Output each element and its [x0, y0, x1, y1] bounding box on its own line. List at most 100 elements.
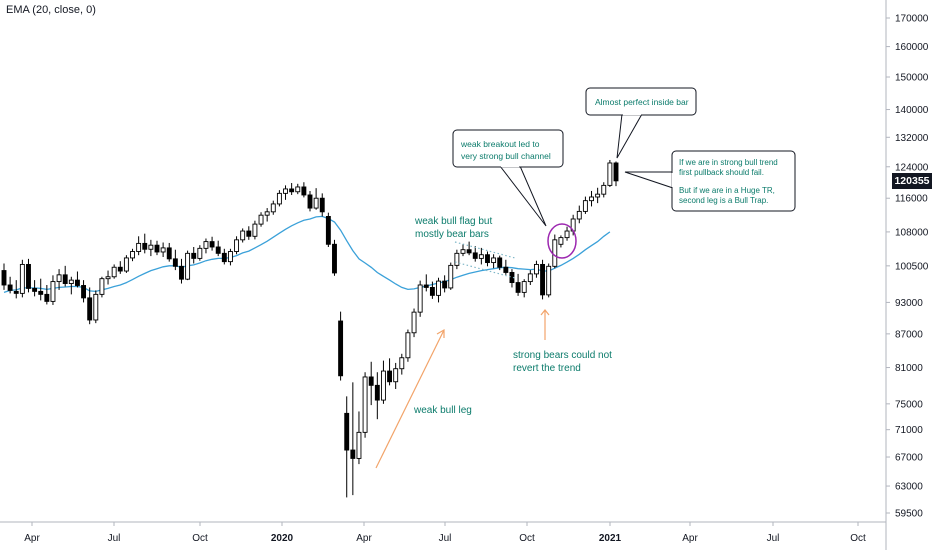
- strong-bull-callout-line2: first pullback should fail.: [679, 168, 764, 177]
- candle-down: [74, 279, 80, 286]
- candle-up: [582, 200, 588, 212]
- candle-up: [491, 257, 497, 264]
- candle-down: [7, 284, 13, 291]
- y-tick-label: 140000: [895, 105, 929, 116]
- candle-up: [50, 281, 56, 302]
- indicator-label[interactable]: EMA (20, close, 0): [6, 4, 96, 16]
- candle-down: [1, 270, 7, 286]
- candle-down: [221, 252, 227, 263]
- candle-down: [154, 244, 160, 253]
- candle-up: [295, 186, 301, 193]
- x-tick-label: Oct: [192, 533, 208, 544]
- weak-bull-flag-note-line2: mostly bear bars: [415, 229, 489, 240]
- y-tick-label: 160000: [895, 42, 929, 53]
- candle-up: [283, 188, 288, 194]
- candle-down: [215, 246, 221, 254]
- candle-down: [515, 282, 521, 293]
- candle-down: [191, 252, 197, 259]
- x-tick-label: Jul: [439, 533, 452, 544]
- candle-down: [117, 266, 123, 272]
- weak-bull-leg-note: weak bull leg: [413, 405, 472, 416]
- candle-down: [172, 258, 178, 267]
- candle-up: [448, 264, 454, 289]
- candle-down: [142, 242, 148, 250]
- candle-down: [38, 290, 44, 295]
- candle-down: [166, 247, 172, 260]
- candle-down: [13, 290, 19, 294]
- candle-down: [246, 230, 252, 237]
- candle-down: [540, 263, 546, 296]
- candle-up: [19, 263, 25, 294]
- candle-down: [503, 266, 509, 273]
- candle-up: [185, 252, 191, 280]
- candle-down: [368, 376, 374, 386]
- candle-up: [454, 252, 460, 266]
- y-tick-label: 71000: [895, 425, 923, 436]
- last-price-label: 120355: [892, 172, 932, 189]
- candle-up: [417, 284, 423, 313]
- candle-down: [325, 215, 331, 245]
- x-tick-label: Apr: [682, 533, 698, 544]
- candle-down: [289, 188, 295, 193]
- candle-down: [319, 197, 325, 213]
- candle-up: [56, 274, 62, 283]
- candle-down: [338, 320, 344, 377]
- y-tick-label: 81000: [895, 363, 923, 374]
- candle-down: [485, 254, 490, 264]
- y-tick-label: 59500: [895, 509, 923, 520]
- y-axis-ticks: 170000 160000 150000 140000 132000 124000 1160…: [886, 14, 929, 520]
- candle-up: [601, 184, 607, 195]
- candle-up: [276, 192, 282, 205]
- candle-up: [148, 244, 154, 250]
- candle-down: [179, 265, 184, 280]
- candle-up: [589, 196, 594, 202]
- candle-up: [240, 230, 246, 241]
- weak-bull-leg-arrow: [375, 328, 445, 469]
- weak-breakout-callout-line1: weak breakout led to: [460, 139, 540, 149]
- y-tick-label: 150000: [895, 73, 929, 84]
- candle-up: [258, 214, 264, 225]
- strong-bears-note-line2: revert the trend: [513, 363, 581, 374]
- strong-bull-callout: If we are in strong bull trend first pul…: [624, 150, 796, 212]
- weak-breakout-callout: weak breakout led to very strong bull ch…: [452, 129, 564, 227]
- y-tick-label: 93000: [895, 298, 923, 309]
- candle-down: [26, 263, 31, 289]
- candle-down: [374, 384, 380, 401]
- weak-bull-leg-arrow-shaft: [375, 329, 445, 469]
- candle-up: [558, 237, 564, 245]
- candle-up: [264, 211, 270, 216]
- candle-down: [350, 449, 356, 459]
- candle-down: [44, 293, 50, 302]
- candle-up: [436, 280, 441, 296]
- candle-up: [313, 197, 319, 209]
- candle-up: [160, 247, 166, 253]
- candle-up: [576, 210, 582, 220]
- weak-bull-flag-note-line1: weak bull flag but: [414, 216, 492, 227]
- candle-up: [460, 249, 466, 254]
- candle-up: [393, 368, 399, 383]
- candle-down: [81, 285, 87, 299]
- candle-up: [411, 311, 417, 334]
- candle-up: [564, 230, 570, 239]
- candle-down: [87, 297, 93, 321]
- candles: [1, 159, 619, 498]
- inside-bar-callout-text: Almost perfect inside bar: [595, 97, 689, 107]
- candle-down: [209, 241, 215, 248]
- candle-down: [423, 284, 429, 288]
- x-tick-label: 2020: [271, 533, 294, 544]
- candle-up: [521, 281, 527, 293]
- candle-up: [68, 279, 74, 284]
- candle-up: [123, 257, 129, 272]
- candle-up: [405, 332, 411, 359]
- x-tick-label: Oct: [519, 533, 535, 544]
- y-tick-label: 63000: [895, 482, 923, 493]
- x-tick-label: Apr: [356, 533, 372, 544]
- candle-up: [356, 431, 362, 459]
- candle-down: [62, 274, 68, 284]
- candle-down: [497, 257, 503, 268]
- y-tick-label: 132000: [895, 133, 929, 144]
- candle-up: [227, 251, 233, 263]
- strong-bears-arrow-head: [540, 309, 550, 316]
- inside-bar-callout: Almost perfect inside bar: [585, 87, 697, 159]
